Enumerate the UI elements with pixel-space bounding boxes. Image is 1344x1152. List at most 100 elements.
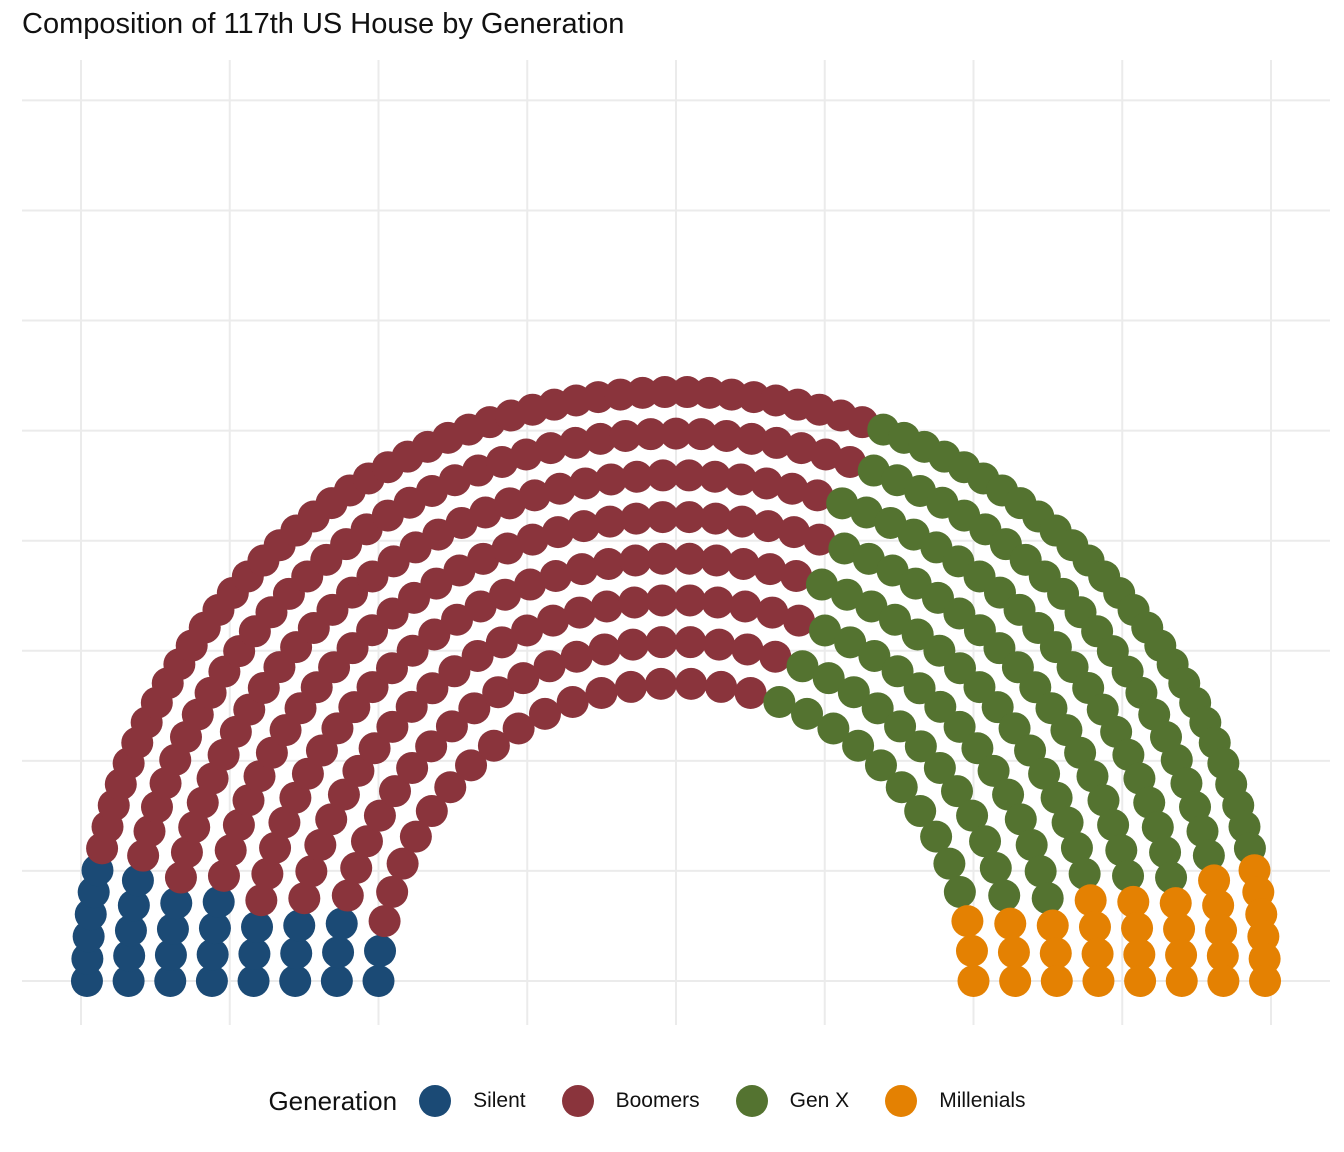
seat-point-boomers bbox=[803, 523, 836, 556]
seat-point-millenials bbox=[1207, 965, 1240, 997]
seat-point-silent bbox=[364, 934, 397, 967]
seat-point-gen-x bbox=[864, 749, 897, 782]
seat-point-boomers bbox=[542, 516, 575, 549]
seat-point-boomers bbox=[368, 905, 401, 938]
seat-point-gen-x bbox=[808, 614, 841, 647]
seat-point-millenials bbox=[1117, 885, 1150, 918]
seat-point-boomers bbox=[563, 596, 596, 629]
seat-point-boomers bbox=[559, 426, 592, 459]
seat-point-boomers bbox=[232, 784, 265, 817]
seat-point-boomers bbox=[418, 618, 451, 651]
legend-item-boomers: Boomers bbox=[561, 1085, 700, 1117]
seat-point-millenials bbox=[1202, 889, 1235, 922]
seat-point-silent bbox=[196, 938, 229, 971]
seat-point-boomers bbox=[675, 667, 708, 700]
seat-point-gen-x bbox=[1097, 809, 1130, 842]
seat-point-gen-x bbox=[1186, 815, 1219, 848]
seat-point-boomers bbox=[673, 542, 706, 575]
legend-key-millenials bbox=[885, 1085, 918, 1117]
seat-point-gen-x bbox=[1133, 786, 1166, 819]
seat-point-boomers bbox=[464, 590, 497, 623]
seat-point-gen-x bbox=[858, 639, 891, 672]
seat-point-gen-x bbox=[1076, 760, 1109, 793]
seat-point-silent bbox=[198, 912, 231, 945]
seat-point-boomers bbox=[416, 672, 449, 705]
seat-point-gen-x bbox=[992, 778, 1025, 811]
seat-point-boomers bbox=[754, 553, 786, 586]
seat-point-silent bbox=[195, 965, 228, 997]
seat-point-boomers bbox=[685, 418, 718, 451]
seat-point-millenials bbox=[1078, 910, 1111, 943]
seat-point-boomers bbox=[537, 604, 570, 637]
legend-key-boomers bbox=[561, 1085, 594, 1117]
seat-point-millenials bbox=[957, 965, 990, 997]
seat-point-boomers bbox=[618, 586, 651, 619]
seat-point-silent bbox=[160, 887, 193, 920]
seat-point-gen-x bbox=[850, 496, 883, 529]
seat-point-boomers bbox=[592, 547, 625, 580]
seat-point-boomers bbox=[782, 604, 815, 637]
seat-point-gen-x bbox=[1087, 784, 1120, 817]
seat-point-gen-x bbox=[1112, 859, 1145, 892]
seat-point-silent bbox=[322, 936, 355, 969]
seat-point-millenials bbox=[1082, 965, 1115, 997]
seat-point-boomers bbox=[435, 710, 468, 743]
seat-point-gen-x bbox=[1141, 811, 1174, 844]
seat-point-boomers bbox=[458, 692, 491, 725]
legend-label-boomers: Boomers bbox=[615, 1089, 700, 1112]
seat-point-boomers bbox=[785, 432, 818, 465]
seat-point-boomers bbox=[127, 839, 160, 872]
seat-point-boomers bbox=[358, 732, 391, 765]
seat-point-boomers bbox=[584, 422, 617, 455]
seat-point-gen-x bbox=[943, 875, 976, 908]
seat-point-boomers bbox=[178, 811, 211, 844]
seat-point-boomers bbox=[469, 496, 502, 529]
seat-point-boomers bbox=[502, 712, 535, 745]
seat-point-boomers bbox=[585, 677, 618, 709]
seat-point-boomers bbox=[268, 806, 301, 839]
seat-point-boomers bbox=[376, 710, 409, 743]
seat-point-boomers bbox=[634, 418, 667, 451]
seat-point-boomers bbox=[207, 859, 240, 892]
seat-point-gen-x bbox=[834, 626, 867, 659]
seat-point-boomers bbox=[801, 479, 834, 512]
seat-point-boomers bbox=[222, 809, 255, 842]
seat-point-millenials bbox=[1123, 938, 1156, 971]
seat-point-boomers bbox=[340, 852, 373, 885]
seat-point-millenials bbox=[955, 934, 988, 967]
seat-point-boomers bbox=[646, 542, 679, 575]
seat-point-millenials bbox=[994, 907, 1027, 940]
seat-point-boomers bbox=[756, 596, 789, 629]
seat-point-gen-x bbox=[1064, 736, 1097, 769]
seat-point-boomers bbox=[379, 775, 412, 808]
seat-point-gen-x bbox=[1149, 836, 1182, 869]
seat-point-boomers bbox=[752, 510, 785, 543]
seat-point-boomers bbox=[543, 472, 576, 505]
seat-point-gen-x bbox=[817, 712, 850, 745]
seat-point-millenials bbox=[1159, 887, 1192, 920]
seat-point-silent bbox=[241, 910, 274, 943]
seat-point-boomers bbox=[327, 778, 360, 811]
seat-point-gen-x bbox=[812, 662, 845, 695]
seat-point-gen-x bbox=[969, 825, 1002, 858]
seat-point-boomers bbox=[614, 670, 647, 703]
seat-point-boomers bbox=[760, 426, 793, 459]
seat-point-millenials bbox=[997, 936, 1030, 969]
seat-point-boomers bbox=[441, 603, 474, 636]
seat-point-boomers bbox=[566, 553, 598, 586]
seat-point-boomers bbox=[619, 544, 652, 577]
seat-point-boomers bbox=[609, 419, 642, 452]
seat-point-boomers bbox=[729, 590, 762, 623]
seat-point-silent bbox=[121, 864, 154, 897]
seat-point-boomers bbox=[510, 438, 543, 471]
seat-point-boomers bbox=[489, 578, 521, 611]
seat-point-boomers bbox=[705, 670, 738, 703]
seat-point-gen-x bbox=[903, 672, 936, 705]
seat-point-millenials bbox=[1206, 939, 1239, 972]
seat-point-boomers bbox=[646, 501, 679, 534]
seat-point-boomers bbox=[644, 667, 677, 700]
seat-point-boomers bbox=[243, 760, 276, 793]
seat-point-silent bbox=[279, 965, 312, 997]
seat-point-boomers bbox=[415, 795, 448, 828]
